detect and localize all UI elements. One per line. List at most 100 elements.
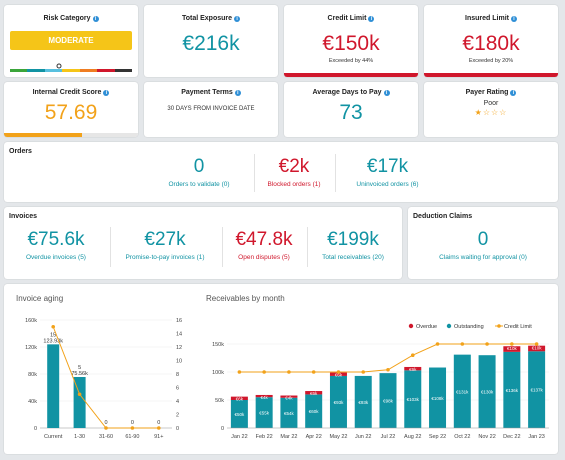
legend-label: Overdue bbox=[416, 324, 437, 330]
credit-limit-title: Credit Limit bbox=[327, 15, 367, 22]
star-icon: ★ bbox=[474, 108, 483, 117]
overdue-bar bbox=[305, 391, 323, 395]
y2-tick-label: 10 bbox=[176, 359, 182, 365]
y2-tick-label: 6 bbox=[176, 386, 179, 392]
risk-badge: MODERATE bbox=[10, 31, 132, 50]
divider bbox=[307, 227, 308, 267]
average-days-to-pay-value: 73 bbox=[339, 101, 363, 124]
x-tick-label: Jan 22 bbox=[231, 434, 248, 440]
total-exposure-title: Total Exposure bbox=[181, 15, 233, 22]
credit-limit-point bbox=[435, 342, 440, 346]
deduction-claims-title: Deduction Claims bbox=[413, 213, 473, 220]
outstanding-data-label: €93k bbox=[334, 400, 345, 405]
total-receivables-label: Total receivables (20) bbox=[322, 254, 384, 261]
info-icon[interactable]: i bbox=[510, 89, 517, 96]
credit-limit-point bbox=[510, 342, 514, 346]
info-icon[interactable]: i bbox=[368, 15, 375, 22]
claims-waiting[interactable]: 0 Claims waiting for approval (0) bbox=[408, 229, 558, 261]
outstanding-data-label: €137k bbox=[530, 388, 543, 393]
x-tick-label: Jul 22 bbox=[381, 434, 396, 440]
outstanding-data-label: €108k bbox=[431, 396, 444, 401]
info-icon[interactable]: i bbox=[383, 89, 390, 96]
outstanding-bar bbox=[230, 400, 248, 428]
uninvoiced-orders[interactable]: €17k Uninvoiced orders (6) bbox=[335, 156, 440, 188]
overdue-data-label: €6k bbox=[236, 397, 244, 402]
y2-tick-label: 0 bbox=[176, 426, 179, 432]
invoice-aging-title: Invoice aging bbox=[16, 294, 64, 303]
count-point bbox=[77, 392, 82, 397]
outstanding-bar bbox=[255, 397, 273, 428]
y-tick-label: 120k bbox=[25, 345, 37, 351]
charts-card: Invoice aging Receivables by month 0 40k 8… bbox=[4, 284, 558, 454]
x-tick-label: Aug 22 bbox=[404, 434, 421, 440]
info-icon[interactable]: i bbox=[510, 15, 517, 22]
internal-credit-score-bar-fill bbox=[4, 133, 82, 137]
count-data-label: 15 bbox=[50, 332, 56, 338]
info-icon[interactable]: i bbox=[234, 89, 241, 96]
overdue-data-label: €4k bbox=[261, 395, 269, 400]
claims-waiting-label: Claims waiting for approval (0) bbox=[439, 254, 527, 261]
credit-limit-point bbox=[361, 370, 366, 374]
average-days-to-pay-title-row: Average Days to Pay i bbox=[284, 89, 418, 96]
x-tick-label: 61-90 bbox=[125, 434, 139, 440]
outstanding-data-label: €103k bbox=[407, 397, 420, 402]
overdue-invoices-label: Overdue invoices (5) bbox=[26, 254, 86, 261]
payer-rating-title: Payer Rating bbox=[465, 89, 509, 96]
y2-tick-label: 12 bbox=[176, 345, 182, 351]
divider bbox=[335, 154, 336, 192]
amount-data-label: 123.93k bbox=[43, 338, 63, 344]
outstanding-data-label: €136k bbox=[506, 388, 519, 393]
outstanding-data-label: €98k bbox=[383, 399, 394, 404]
overdue-data-label: €10k bbox=[532, 346, 543, 351]
outstanding-bar bbox=[478, 355, 496, 428]
open-disputes[interactable]: €47.8k Open disputes (5) bbox=[222, 229, 306, 261]
info-icon[interactable]: i bbox=[234, 15, 241, 22]
average-days-to-pay-title: Average Days to Pay bbox=[312, 89, 382, 96]
orders-to-validate-value: 0 bbox=[193, 156, 205, 177]
overdue-bar bbox=[503, 346, 521, 352]
overdue-bar bbox=[230, 396, 248, 400]
internal-credit-score-card: Internal Credit Score i 57.69 bbox=[4, 82, 138, 137]
y-tick-label: 0 bbox=[221, 426, 224, 432]
deduction-claims-card: Deduction Claims 0 Claims waiting for ap… bbox=[408, 207, 558, 279]
promise-to-pay-invoices[interactable]: €27k Promise-to-pay invoices (1) bbox=[110, 229, 220, 261]
legend-marker bbox=[408, 323, 414, 329]
count-data-label: 5 bbox=[78, 365, 81, 371]
insured-limit-title-row: Insured Limit i bbox=[424, 15, 558, 22]
blocked-orders[interactable]: €2k Blocked orders (1) bbox=[254, 156, 334, 188]
divider bbox=[254, 154, 255, 192]
total-receivables-value: €199k bbox=[327, 229, 379, 250]
credit-limit-point bbox=[287, 370, 291, 374]
overdue-invoices[interactable]: €75.6k Overdue invoices (5) bbox=[6, 229, 106, 261]
y-tick-label: 80k bbox=[28, 372, 37, 378]
outstanding-bar bbox=[429, 367, 447, 428]
credit-limit-note: Exceeded by 44% bbox=[328, 58, 374, 64]
count-point bbox=[104, 426, 108, 430]
risk-category-title-row: Risk Category i bbox=[4, 15, 138, 22]
info-icon[interactable]: i bbox=[103, 89, 110, 96]
promise-to-pay-invoices-value: €27k bbox=[144, 229, 186, 250]
y-tick-label: 50k bbox=[215, 398, 224, 404]
amount-data-label: 0 bbox=[131, 420, 134, 426]
outstanding-data-label: €54k bbox=[284, 411, 295, 416]
insured-limit-alert-bar bbox=[424, 73, 558, 77]
outstanding-data-label: €131k bbox=[456, 389, 469, 394]
star-icon: ☆ bbox=[482, 108, 491, 117]
credit-limit-point bbox=[386, 367, 390, 372]
overdue-data-label: €6k bbox=[409, 367, 417, 372]
x-tick-label: Feb 22 bbox=[256, 434, 273, 440]
y2-tick-label: 14 bbox=[176, 332, 182, 338]
promise-to-pay-invoices-label: Promise-to-pay invoices (1) bbox=[125, 254, 205, 261]
info-icon[interactable]: i bbox=[92, 15, 99, 22]
insured-limit-value: €180k bbox=[462, 32, 520, 55]
x-tick-label: Oct 22 bbox=[454, 434, 470, 440]
count-point bbox=[51, 324, 55, 329]
total-receivables[interactable]: €199k Total receivables (20) bbox=[307, 229, 399, 261]
overdue-invoices-value: €75.6k bbox=[27, 229, 85, 250]
x-tick-label: Current bbox=[44, 434, 63, 440]
y-tick-label: 100k bbox=[212, 370, 224, 376]
total-exposure-value: €216k bbox=[182, 32, 240, 55]
orders-to-validate[interactable]: 0 Orders to validate (0) bbox=[149, 156, 249, 188]
legend-label: Credit Limit bbox=[504, 324, 532, 330]
y2-tick-label: 8 bbox=[176, 372, 179, 378]
